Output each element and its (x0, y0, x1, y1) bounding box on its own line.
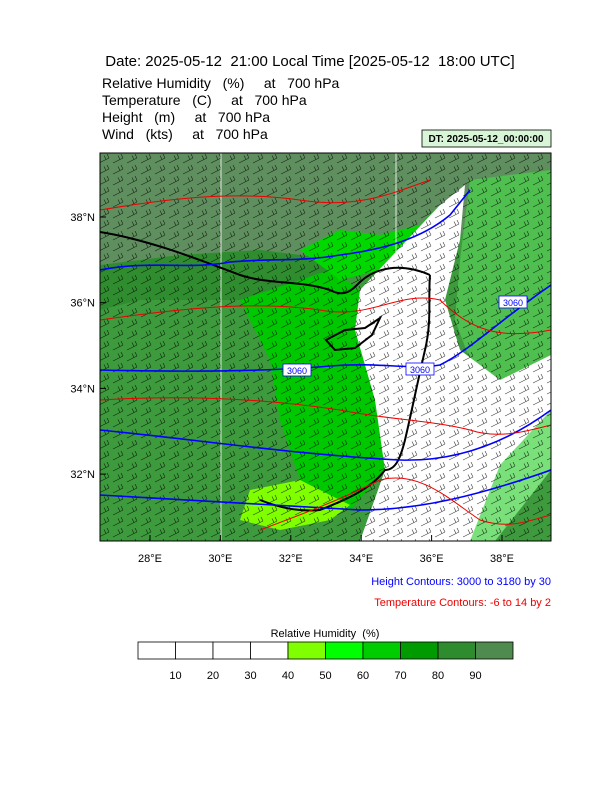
height-contour (100, 409, 551, 461)
lat-label: 38°N (70, 212, 95, 224)
lon-label: 30°E (208, 553, 232, 565)
temperature-contour (259, 477, 551, 531)
colorbar-box (212, 641, 251, 660)
colorbar-box (400, 641, 439, 660)
coastline (324, 315, 383, 352)
lon-label: 28°E (138, 553, 162, 565)
temperature-legend: Temperature Contours: -6 to 14 by 2 (374, 597, 551, 609)
title: Date: 2025-05-12 21:00 Local Time [2025-… (105, 53, 514, 70)
lon-label: 32°E (279, 553, 303, 565)
lat-label: 36°N (70, 298, 95, 310)
colorbar-box (250, 641, 289, 660)
colorbar-label: 80 (432, 670, 444, 682)
map-frame (99, 152, 552, 542)
colorbar-label: 20 (207, 670, 219, 682)
colorbar-title: Relative Humidity (%) (271, 628, 380, 640)
dt-box (421, 129, 552, 148)
height-contour (100, 284, 551, 372)
lat-label: 32°N (70, 469, 95, 481)
wind-barbs (100, 153, 551, 541)
colorbar-box (475, 641, 514, 660)
colorbar-label: 90 (469, 670, 481, 682)
colorbar-label: 40 (282, 670, 294, 682)
field-line: Relative Humidity (%) at 700 hPa (102, 75, 340, 91)
height-contour (100, 469, 551, 511)
contour-label: 3060 (410, 365, 430, 375)
contour-label-box (498, 295, 528, 309)
contour-label: 3060 (287, 366, 307, 376)
temperature-contour (100, 397, 551, 435)
coastline (100, 231, 431, 295)
colorbar: 10 20 30 40 50 60 70 80 90 (137, 641, 514, 682)
contour-label: 3060 (503, 298, 523, 308)
coastline (259, 274, 431, 512)
axis-labels: 38°N 36°N 34°N 32°N 28°E 30°E 32°E 34°E 36°E 38°E (70, 212, 514, 565)
colorbar-box (325, 641, 364, 660)
map: 3060 3060 3060 (100, 153, 551, 541)
lon-label: 34°E (349, 553, 373, 565)
height-legend: Height Contours: 3000 to 3180 by 30 (371, 576, 551, 588)
dt-label: DT: 2025-05-12_00:00:00 (428, 134, 544, 145)
colorbar-label: 60 (357, 670, 369, 682)
lat-label: 34°N (70, 383, 95, 395)
colorbar-box (137, 641, 176, 660)
colorbar-label: 50 (319, 670, 331, 682)
colorbar-box (175, 641, 214, 660)
contour-label-box (282, 363, 312, 377)
colorbar-label: 30 (244, 670, 256, 682)
lon-label: 36°E (420, 553, 444, 565)
temperature-contour (100, 297, 551, 335)
lon-label: 38°E (490, 553, 514, 565)
field-line: Height (m) at 700 hPa (102, 109, 270, 125)
colorbar-label: 70 (394, 670, 406, 682)
field-line: Temperature (C) at 700 hPa (102, 92, 307, 108)
temperature-contour (100, 179, 431, 211)
colorbar-box (362, 641, 401, 660)
colorbar-box (287, 641, 326, 660)
colorbar-box (437, 641, 476, 660)
contour-label-box (405, 362, 435, 376)
height-contour (100, 189, 471, 271)
field-line: Wind (kts) at 700 hPa (102, 126, 268, 142)
colorbar-label: 10 (169, 670, 181, 682)
